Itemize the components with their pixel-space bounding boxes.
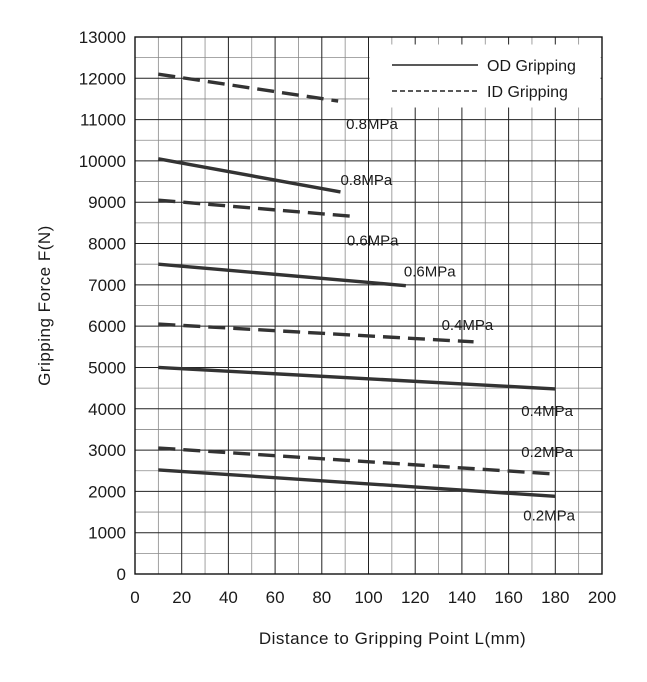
y-tick-label: 8000: [88, 235, 126, 254]
x-tick-label: 140: [448, 588, 476, 607]
series-label: 0.4MPa: [521, 403, 573, 420]
y-tick-label: 9000: [88, 193, 126, 212]
y-tick-label: 5000: [88, 358, 126, 377]
series-label: 0.2MPa: [521, 444, 573, 461]
x-tick-label: 100: [354, 588, 382, 607]
y-tick-label: 1000: [88, 524, 126, 543]
legend-box: [369, 44, 601, 108]
series-line-od-0-2mpa: [158, 468, 556, 499]
x-tick-label: 80: [312, 588, 331, 607]
series-line-od-0-4mpa: [158, 365, 556, 391]
x-tick-label: 180: [541, 588, 569, 607]
y-tick-label: 0: [117, 565, 126, 584]
legend-label: OD Gripping: [487, 58, 576, 75]
series-line-id-0-6mpa: [158, 198, 357, 219]
x-tick-label: 20: [172, 588, 191, 607]
y-tick-label: 12000: [79, 69, 126, 88]
y-tick-label: 2000: [88, 482, 126, 501]
series-label: 0.4MPa: [442, 317, 494, 334]
series-line-id-0-4mpa: [158, 322, 474, 344]
series-label: 0.6MPa: [347, 233, 399, 250]
plot-frame: [134, 36, 603, 575]
y-tick-label: 13000: [79, 28, 126, 47]
x-tick-label: 0: [130, 588, 139, 607]
series-lines: [158, 72, 556, 499]
series-label: 0.6MPa: [404, 264, 456, 281]
series-label: 0.8MPa: [340, 172, 392, 189]
series-line-od-0-8mpa: [158, 157, 341, 194]
series-labels: 0.8MPa 0.8MPa 0.6MPa 0.6MPa 0.4MPa 0.4MPa 0.2M…: [340, 116, 575, 524]
x-tick-label: 60: [266, 588, 285, 607]
series-line-id-0-8mpa: [158, 72, 339, 103]
legend: OD Gripping ID Gripping: [369, 44, 601, 108]
series-line-id-0-2mpa: [158, 446, 556, 476]
x-tick-label: 160: [494, 588, 522, 607]
x-tick-label: 40: [219, 588, 238, 607]
y-tick-label: 4000: [88, 400, 126, 419]
x-tick-label: 120: [401, 588, 429, 607]
y-tick-label: 3000: [88, 441, 126, 460]
y-axis-title: Gripping Force F(N): [35, 225, 54, 386]
series-line-od-0-6mpa: [158, 262, 407, 288]
axes: 0 20 40 60 80 100 120 140 160 180 2000100020003000…: [79, 28, 616, 607]
series-label: 0.8MPa: [346, 116, 398, 133]
x-tick-label: 200: [588, 588, 616, 607]
y-tick-label: 11000: [80, 111, 126, 130]
x-axis-title: Distance to Gripping Point L(mm): [259, 629, 526, 648]
y-tick-label: 7000: [88, 276, 126, 295]
series-label: 0.2MPa: [523, 507, 575, 524]
y-tick-label: 6000: [88, 317, 126, 336]
legend-label: ID Gripping: [487, 84, 568, 101]
y-tick-label: 10000: [79, 152, 126, 171]
